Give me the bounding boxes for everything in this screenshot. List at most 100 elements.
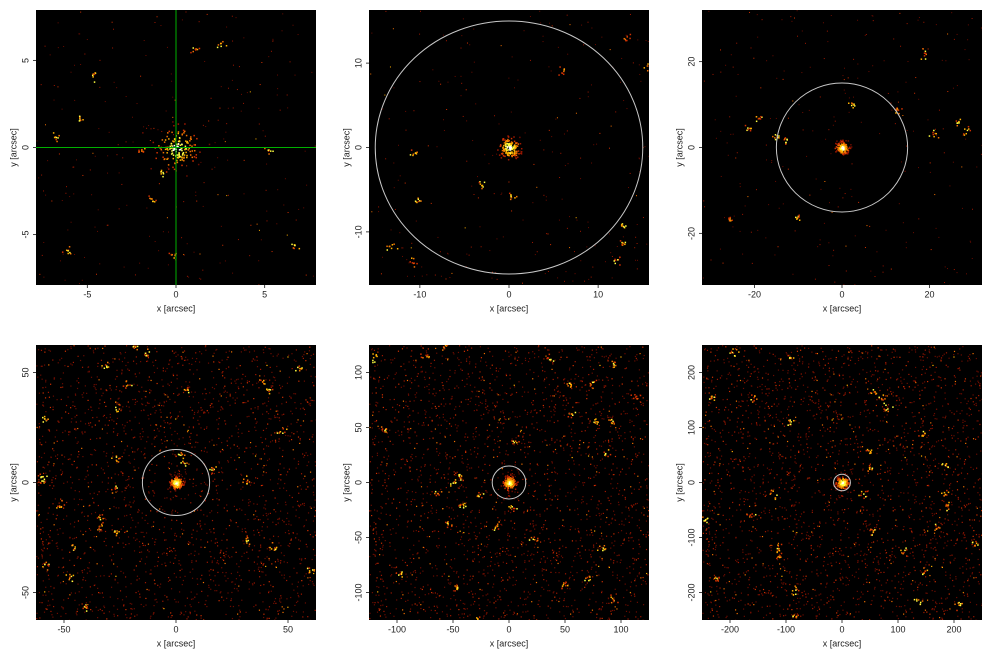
speckle [751,47,752,48]
speckle [210,579,211,580]
speckle [840,140,842,142]
speckle [533,372,534,373]
speckle [466,161,467,162]
speckle [849,112,850,113]
speckle [268,397,269,398]
speckle [170,562,171,563]
speckle [239,616,240,617]
speckle [266,515,267,516]
speckle [750,128,752,130]
speckle [306,489,307,490]
speckle [97,475,98,476]
speckle [44,612,45,613]
speckle [199,351,200,352]
speckle [172,350,173,351]
speckle [126,505,127,506]
speckle [262,403,263,404]
speckle [153,526,154,527]
speckle [485,403,486,404]
speckle [39,274,40,275]
speckle [644,67,646,69]
speckle [74,254,75,255]
speckle [832,255,833,256]
speckle [232,397,233,398]
speckle [110,398,111,399]
speckle [216,444,217,445]
speckle [63,572,64,573]
speckle [194,555,195,556]
speckle [37,526,38,527]
speckle [277,410,278,411]
speckle [559,66,561,68]
speckle [503,145,505,147]
speckle [150,510,151,511]
speckle [181,358,182,359]
speckle [178,601,179,602]
speckle [596,575,597,576]
speckle [65,613,66,614]
speckle [69,594,70,595]
speckle [229,437,230,438]
speckle [168,364,169,365]
speckle [382,109,383,110]
speckle [217,572,218,573]
speckle [199,361,200,362]
speckle [438,531,439,532]
speckle [497,149,499,151]
speckle [241,351,242,352]
speckle [474,601,475,602]
speckle [121,441,122,442]
speckle [391,229,392,230]
speckle [200,520,201,521]
speckle [111,457,113,459]
speckle [104,541,105,542]
speckle [48,543,49,544]
speckle [424,466,425,467]
speckle [66,250,68,252]
speckle [903,222,904,223]
speckle [220,451,221,452]
speckle [521,443,522,444]
speckle [76,415,77,416]
speckle [291,353,292,354]
speckle [82,397,83,398]
speckle [40,443,41,444]
speckle [181,498,182,499]
speckle [637,602,638,603]
speckle [60,582,61,583]
speckle [406,130,407,131]
speckle [109,385,110,386]
speckle [45,442,46,443]
speckle [226,352,227,353]
speckle [67,481,68,482]
speckle [557,473,558,474]
speckle [193,426,194,427]
speckle [253,530,254,531]
speckle [293,532,294,533]
speckle [479,510,480,511]
speckle [922,48,924,50]
speckle [472,561,473,562]
speckle [106,618,107,619]
speckle [38,558,39,559]
speckle [39,427,40,428]
speckle [74,406,75,407]
speckle [128,461,129,462]
speckle [87,573,88,574]
speckle [43,190,44,191]
speckle [125,365,126,366]
speckle [159,587,160,588]
speckle [231,556,232,557]
speckle [278,561,279,562]
speckle [276,547,278,549]
speckle [609,619,610,620]
speckle [385,473,386,474]
speckle [313,400,314,401]
speckle [174,599,175,600]
speckle [550,244,551,245]
speckle [615,456,616,457]
speckle [728,155,729,156]
speckle [237,572,238,573]
speckle [175,352,176,353]
